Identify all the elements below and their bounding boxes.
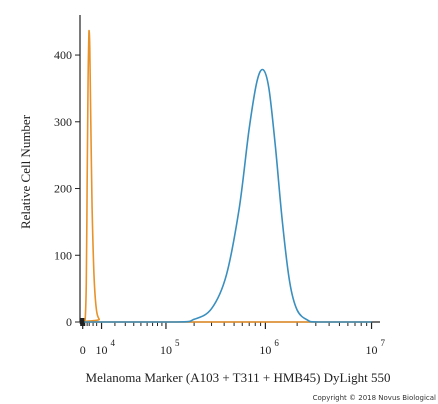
y-tick-label: 200 [54, 182, 72, 196]
x-tick-exponent: 4 [111, 338, 116, 348]
x-tick-label: 10 [366, 343, 378, 357]
x-tick-label: 10 [259, 343, 271, 357]
x-tick-label: 10 [160, 343, 172, 357]
x-axis-ticks: 0 10 4 10 5 10 6 10 7 [80, 322, 386, 357]
x-tick-label: 0 [80, 343, 86, 357]
y-tick-label: 0 [66, 315, 72, 329]
histogram-series [79, 29, 372, 324]
x-axis-label: Melanoma Marker (A103 + T311 + HMB45) Dy… [86, 370, 391, 385]
histogram-curve-2 [82, 68, 372, 323]
y-tick-label: 300 [54, 115, 72, 129]
y-axis-ticks: 0 100 200 300 400 [54, 48, 80, 329]
histogram-curve-1 [81, 29, 372, 323]
y-axis-label: Relative Cell Number [18, 114, 33, 229]
x-tick-exponent: 5 [175, 338, 180, 348]
y-tick-label: 100 [54, 248, 72, 262]
y-tick-label: 400 [54, 48, 72, 62]
x-tick-exponent: 7 [381, 338, 386, 348]
x-tick-label: 10 [96, 343, 108, 357]
copyright-notice: Copyright © 2018 Novus Biological [313, 394, 436, 402]
x-tick-exponent: 6 [274, 338, 279, 348]
